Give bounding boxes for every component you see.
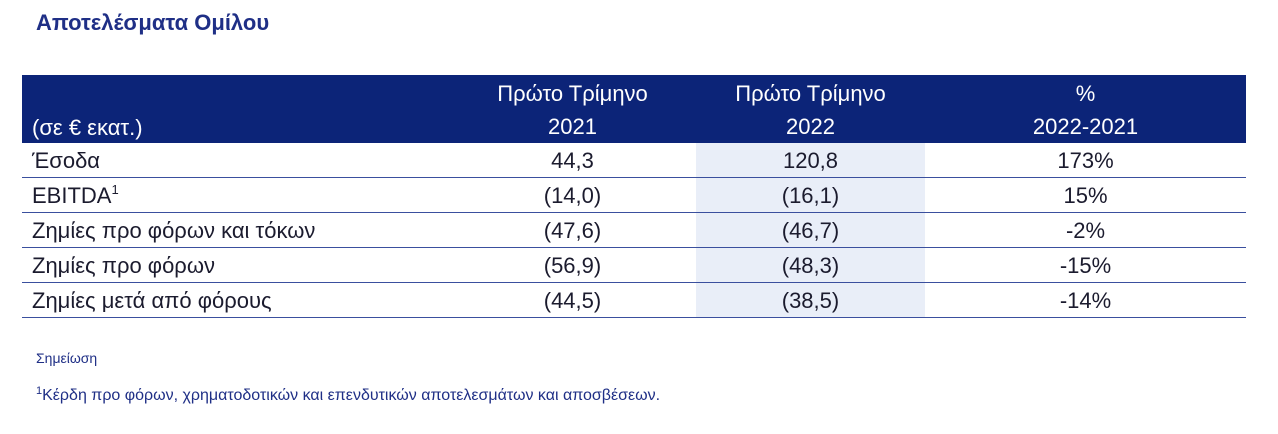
row-label: EBITDA1: [32, 178, 119, 213]
row-label-text: Ζημίες προ φόρων και τόκων: [32, 218, 316, 243]
cell: -2%: [1065, 218, 1106, 243]
unit-label: (σε € εκατ.): [32, 115, 143, 140]
row-label-text: Έσοδα: [32, 148, 101, 173]
row-separator: [22, 282, 1246, 283]
column-header: 2022: [786, 114, 835, 139]
cell: (48,3): [781, 253, 840, 278]
column-header: Πρώτο Τρίμηνο: [497, 81, 648, 106]
row-label-text: Ζημίες προ φόρων: [32, 253, 215, 278]
cell: 15%: [1063, 183, 1108, 208]
row-separator: [22, 177, 1246, 178]
column-header: 2021: [548, 114, 597, 139]
row-separator: [22, 317, 1246, 318]
row-separator: [22, 212, 1246, 213]
footnote-marker: 1: [36, 385, 43, 397]
cell: (44,5): [543, 288, 602, 313]
cell: (16,1): [781, 183, 840, 208]
row-label: Ζημίες προ φόρων και τόκων: [32, 213, 315, 248]
cell: (56,9): [543, 253, 602, 278]
title: Αποτελέσματα Ομίλου: [36, 10, 270, 35]
row-separator: [22, 247, 1246, 248]
row-label: Ζημίες προ φόρων: [32, 248, 215, 283]
row-label: Ζημίες μετά από φόρους: [32, 283, 272, 318]
cell: 120,8: [782, 148, 839, 173]
cell: -15%: [1059, 253, 1112, 278]
row-label-text: Ζημίες μετά από φόρους: [32, 288, 272, 313]
cell: (38,5): [781, 288, 840, 313]
cell: -14%: [1059, 288, 1112, 313]
cell: (46,7): [781, 218, 840, 243]
note-heading: Σημείωση: [36, 350, 98, 366]
column-header: %: [1075, 81, 1096, 106]
row-label-text: EBITDA: [32, 183, 112, 208]
column-highlight: [696, 143, 925, 318]
row-label: Έσοδα: [32, 143, 100, 178]
column-header: Πρώτο Τρίμηνο: [735, 81, 886, 106]
cell: 44,3: [551, 148, 594, 173]
column-header: 2022-2021: [1032, 114, 1139, 139]
footnote: 1Κέρδη προ φόρων, χρηματοδοτικών και επε…: [36, 385, 661, 405]
cell: 173%: [1057, 148, 1114, 173]
footnote-text: Κέρδη προ φόρων, χρηματοδοτικών και επεν…: [42, 387, 661, 404]
cell: (47,6): [543, 218, 602, 243]
note-marker: 1: [111, 182, 119, 197]
cell: (14,0): [543, 183, 602, 208]
table-header: [22, 75, 1246, 143]
